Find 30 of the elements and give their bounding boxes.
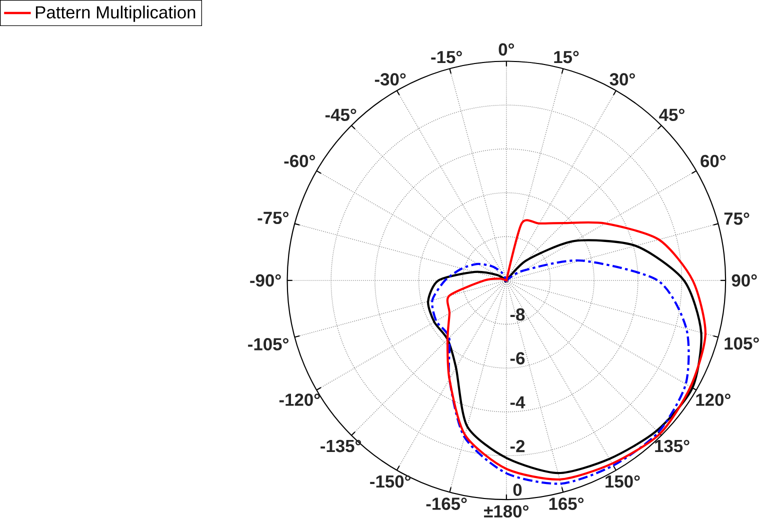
spoke-label: 75° [724, 212, 750, 225]
spoke-label: 15° [554, 50, 579, 64]
spoke-label: 45° [659, 108, 684, 122]
spoke-label: -90° [250, 274, 281, 287]
spoke-label: -15° [431, 50, 462, 64]
spoke-label: 105° [724, 337, 759, 350]
spoke-label: 30° [610, 73, 635, 86]
spoke-label: -135° [320, 440, 361, 452]
spoke-label: 60° [700, 154, 726, 168]
spoke-label: 150° [606, 475, 640, 488]
legend-label: Pattern Multiplication [36, 6, 196, 22]
spoke-label: 135° [655, 440, 690, 452]
spoke-label: 165° [549, 498, 584, 510]
y-tick-label: 0 [513, 484, 522, 496]
spoke-label: -45° [325, 108, 356, 122]
spoke-label: -150° [370, 475, 411, 488]
spoke-label: 0° [498, 43, 514, 56]
spoke-label: -75° [258, 212, 288, 224]
spoke-label: -30° [374, 73, 406, 86]
y-tick-label: -2 [510, 440, 525, 452]
y-tick-label: -8 [510, 308, 525, 321]
spoke-label: -165° [426, 498, 467, 510]
spoke-label: 90° [732, 274, 757, 287]
spoke-label: -60° [284, 154, 315, 168]
spoke-label: -105° [248, 338, 288, 350]
spoke-label: ±180° [484, 505, 528, 518]
spoke-label: -120° [279, 394, 320, 406]
y-tick-label: -6 [510, 352, 525, 365]
spoke-label: 120° [696, 394, 730, 406]
y-tick-label: -4 [510, 396, 526, 408]
